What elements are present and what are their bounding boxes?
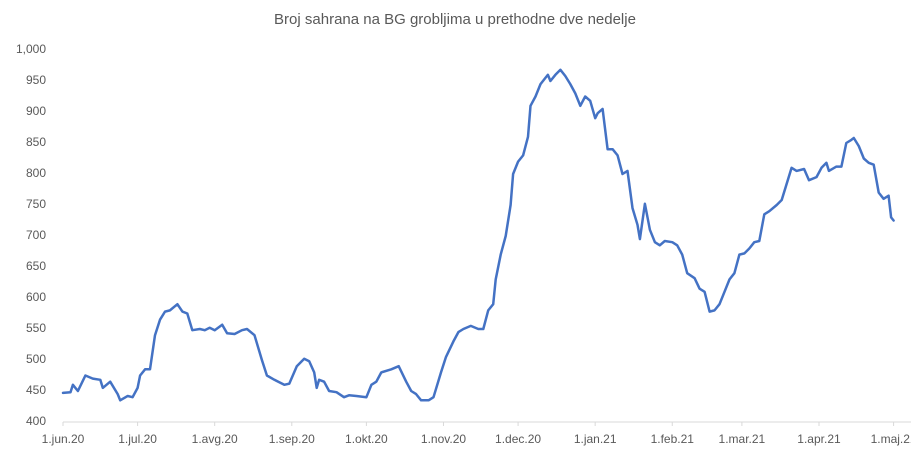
y-tick-label: 750 (26, 197, 46, 211)
y-tick-label: 900 (26, 104, 46, 118)
y-tick-label: 600 (26, 290, 46, 304)
x-tick-label: 1.jan.21 (574, 432, 617, 446)
y-tick-label: 500 (26, 352, 46, 366)
y-tick-label: 800 (26, 166, 46, 180)
y-tick-label: 850 (26, 135, 46, 149)
x-tick-label: 1.mar.21 (719, 432, 766, 446)
y-tick-label: 450 (26, 383, 46, 397)
x-tick-label: 1.jul.20 (118, 432, 157, 446)
x-tick-label: 1.feb.21 (651, 432, 695, 446)
x-tick-label: 1.maj.21 (871, 432, 911, 446)
data-line (61, 68, 895, 402)
y-tick-label: 550 (26, 321, 46, 335)
x-tick-label: 1.apr.21 (797, 432, 841, 446)
y-tick-label: 950 (26, 73, 46, 87)
chart-title: Broj sahrana na BG grobljima u prethodne… (274, 11, 636, 28)
x-tick-label: 1.sep.20 (269, 432, 315, 446)
y-tick-label: 400 (26, 414, 46, 428)
x-tick-label: 1.okt.20 (345, 432, 388, 446)
x-tick-label: 1.dec.20 (495, 432, 541, 446)
y-tick-label: 1,000 (16, 42, 46, 56)
y-tick-label: 700 (26, 228, 46, 242)
y-tick-label: 650 (26, 259, 46, 273)
x-tick-label: 1.jun.20 (42, 432, 85, 446)
x-tick-label: 1.nov.20 (421, 432, 466, 446)
x-tick-label: 1.avg.20 (192, 432, 238, 446)
